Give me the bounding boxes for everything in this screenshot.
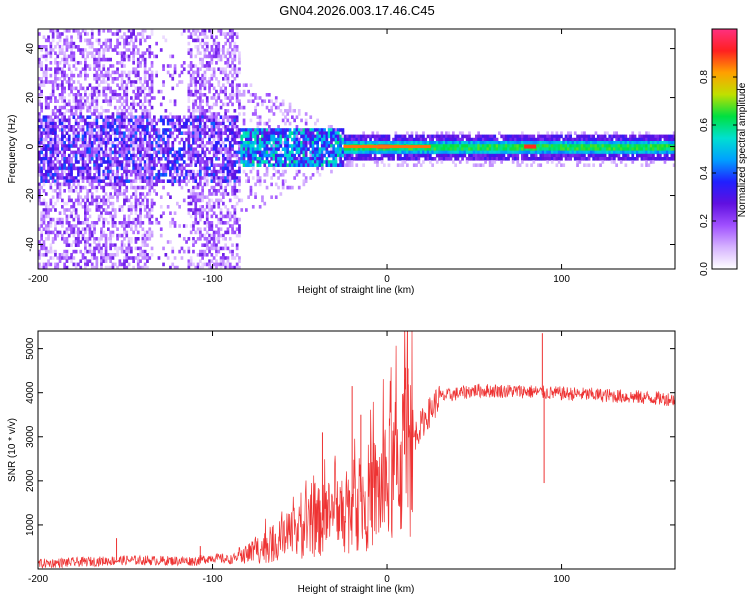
snr-y-tick: 1000 — [25, 513, 36, 536]
heatmap-x-tick: -100 — [203, 274, 223, 285]
heatmap-x-tick: -200 — [28, 274, 48, 285]
heatmap-x-axis: -200 -100 0 100 — [28, 29, 570, 285]
figure-title: GN04.2026.003.17.46.C45 — [279, 3, 434, 18]
heatmap-y-label: Frequency (Hz) — [7, 115, 18, 184]
colorbar: 0.0 0.2 0.4 0.6 0.8 Normalized spectral ampl… — [699, 28, 748, 276]
snr-series-line — [38, 331, 675, 569]
snr-y-tick: 2000 — [25, 469, 36, 492]
heatmap-frame — [37, 28, 676, 270]
snr-spikes — [116, 333, 545, 561]
heatmap-peak-band — [343, 145, 431, 149]
snr-x-label: Height of straight line (km) — [298, 584, 415, 595]
snr-x-tick: -100 — [203, 574, 223, 585]
heatmap-y-axis: -40 -20 0 20 40 — [25, 43, 675, 252]
heatmap-x-tick: 0 — [384, 274, 390, 285]
heatmap-y-tick: -40 — [25, 237, 36, 252]
colorbar-ticks: 0.0 0.2 0.4 0.6 0.8 — [699, 70, 737, 276]
heatmap-cells — [38, 29, 675, 269]
snr-y-label: SNR (10 * v/v) — [7, 418, 18, 482]
colorbar-tick: 0.4 — [699, 166, 710, 180]
heatmap-peak-1 — [524, 144, 537, 149]
snr-y-tick: 3000 — [25, 425, 36, 448]
heatmap-y-tick: 40 — [25, 43, 36, 55]
heatmap-y-tick: 20 — [25, 92, 36, 104]
snr-x-tick: 0 — [384, 574, 390, 585]
colorbar-label: Normalized spectral amplitude — [737, 82, 748, 217]
snr-x-tick: -200 — [28, 574, 48, 585]
colorbar-tick: 0.2 — [699, 214, 710, 228]
colorbar-tick: 0.8 — [699, 70, 710, 84]
snr-panel: -200 -100 0 100 1000 2000 3000 4000 5000 Height… — [7, 330, 676, 595]
colorbar-frame — [711, 28, 738, 270]
snr-y-axis: 1000 2000 3000 4000 5000 — [25, 337, 675, 536]
colorbar-tick: 0.6 — [699, 118, 710, 132]
colorbar-gradient — [712, 29, 737, 269]
heatmap-y-tick: -20 — [25, 188, 36, 203]
snr-frame — [37, 330, 676, 570]
heatmap-y-tick: 0 — [25, 143, 36, 149]
snr-x-tick: 100 — [553, 574, 570, 585]
heatmap-x-tick: 100 — [553, 274, 570, 285]
heatmap-x-label: Height of straight line (km) — [298, 285, 415, 296]
snr-x-axis: -200 -100 0 100 — [28, 331, 570, 585]
snr-y-tick: 4000 — [25, 381, 36, 404]
snr-y-tick: 5000 — [25, 337, 36, 360]
colorbar-tick: 0.0 — [699, 262, 710, 276]
